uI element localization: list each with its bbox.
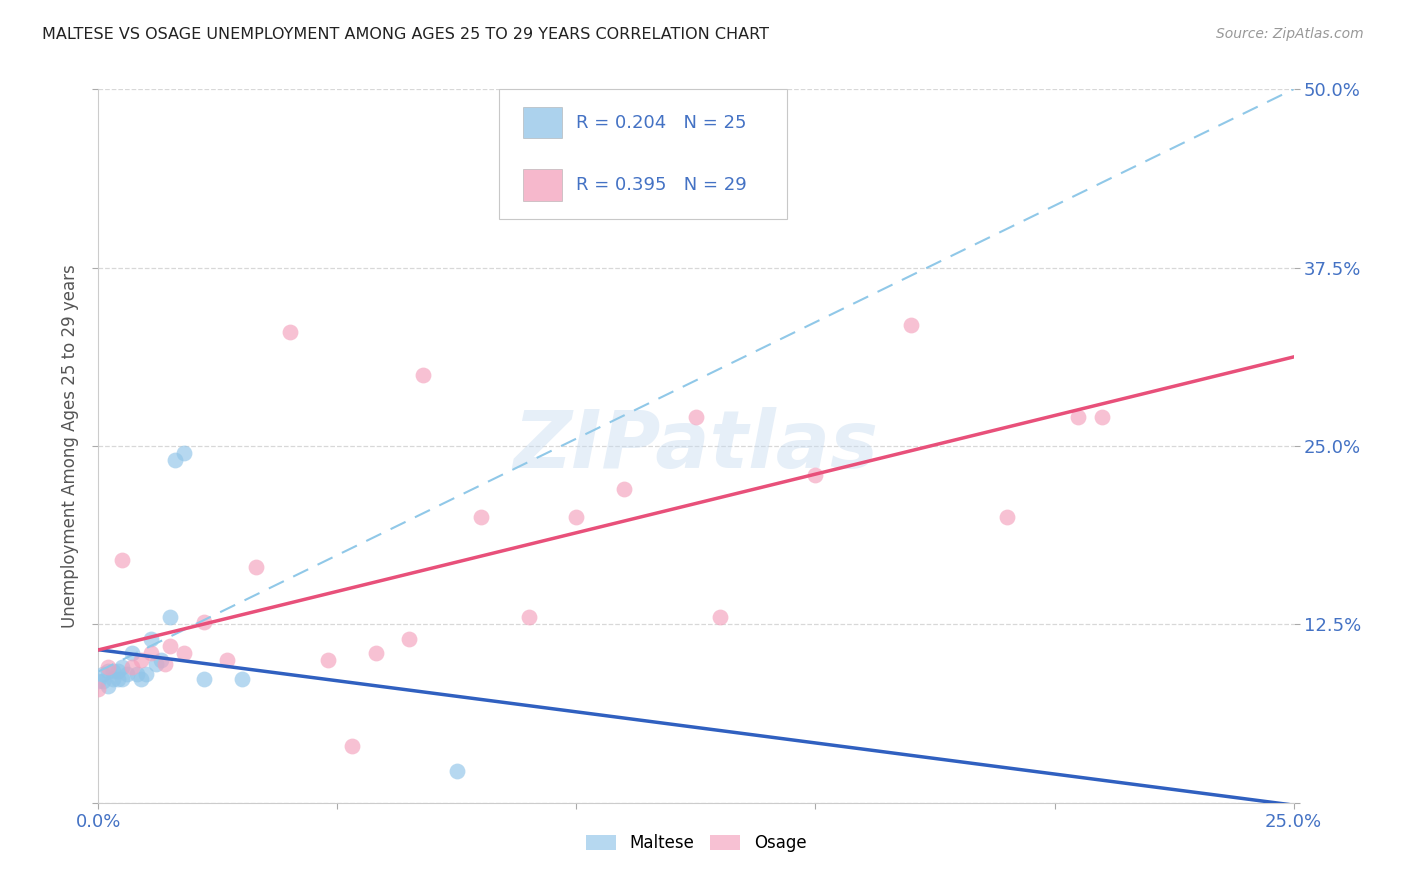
Point [135,667,157,681]
Point [398,632,420,646]
Text: Source: ZipAtlas.com: Source: ZipAtlas.com [1216,27,1364,41]
Point [159,610,181,624]
Point [97,660,120,674]
Point [107,665,129,679]
Point [87,681,110,696]
Point [685,410,707,425]
Point [565,510,588,524]
Point [217,653,239,667]
Point [470,510,492,524]
Point [121,660,143,674]
Point [111,553,134,567]
Text: ZIPatlas: ZIPatlas [513,407,879,485]
Point [173,646,195,660]
Point [155,657,177,672]
Point [517,610,540,624]
Point [446,764,468,779]
Point [91,674,114,689]
Point [139,632,162,646]
Point [139,646,162,660]
Point [111,660,134,674]
Text: R = 0.204   N = 25: R = 0.204 N = 25 [576,113,747,132]
Y-axis label: Unemployment Among Ages 25 to 29 years: Unemployment Among Ages 25 to 29 years [60,264,79,628]
Point [1091,410,1114,425]
Point [91,667,114,681]
Point [97,665,120,679]
Point [131,672,153,686]
Point [149,653,172,667]
Point [97,679,120,693]
Legend: Maltese, Osage: Maltese, Osage [579,828,813,859]
Point [131,653,153,667]
Point [364,646,387,660]
Point [613,482,636,496]
Point [245,560,267,574]
Point [340,739,363,753]
Point [193,672,215,686]
Point [115,667,138,681]
Point [412,368,434,382]
Text: R = 0.395   N = 29: R = 0.395 N = 29 [576,176,747,194]
Point [87,674,110,689]
Point [278,325,301,339]
Point [125,667,148,681]
Point [107,672,129,686]
Point [101,672,124,686]
Point [121,646,143,660]
Point [111,672,134,686]
Point [804,467,827,482]
Text: MALTESE VS OSAGE UNEMPLOYMENT AMONG AGES 25 TO 29 YEARS CORRELATION CHART: MALTESE VS OSAGE UNEMPLOYMENT AMONG AGES… [42,27,769,42]
Point [995,510,1018,524]
Point [231,672,253,686]
Point [316,653,339,667]
Point [163,453,186,467]
Point [159,639,181,653]
Point [1067,410,1090,425]
Point [709,610,731,624]
Point [173,446,195,460]
Point [900,318,922,332]
Point [193,615,215,629]
Point [101,665,124,679]
Point [145,657,167,672]
